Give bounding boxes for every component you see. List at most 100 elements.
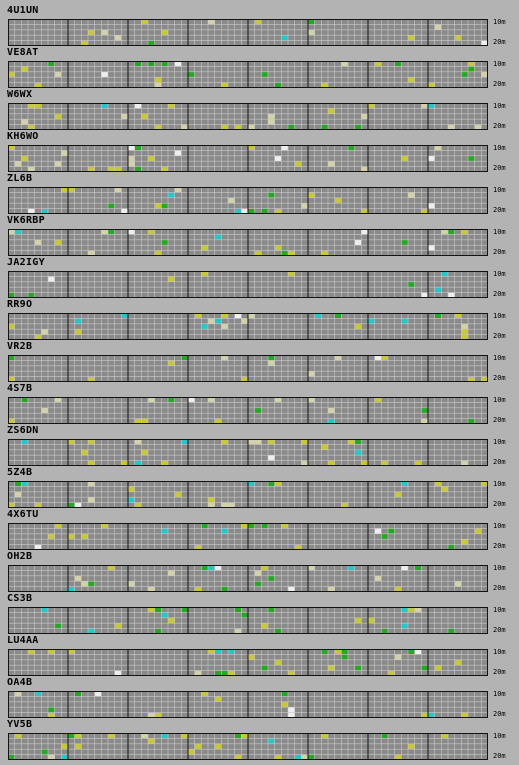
signal-cell [88, 481, 95, 487]
signal-cell [394, 586, 402, 592]
signal-cell [468, 155, 475, 162]
signal-cell [401, 607, 408, 613]
signal-cell [134, 145, 142, 151]
signal-cell [341, 502, 348, 508]
signal-cell [128, 486, 135, 492]
signal-cell [81, 40, 88, 46]
signal-cell [314, 313, 322, 319]
signal-cell [8, 502, 15, 508]
signal-cell [461, 334, 468, 340]
signal-cell [481, 71, 488, 78]
band-label-20m: 20m [493, 80, 506, 88]
station-row: KH6WO 10m 20m [0, 130, 519, 172]
signal-cell [328, 161, 335, 167]
signal-cell [241, 208, 248, 214]
signal-cell [441, 486, 448, 492]
band-label-20m: 20m [493, 206, 506, 214]
signal-cell [8, 292, 15, 298]
signal-cell [74, 318, 82, 324]
signal-cell [141, 418, 148, 424]
signal-cell [414, 649, 422, 655]
signal-cell [214, 670, 222, 676]
signal-cell [148, 586, 155, 592]
signal-cell [168, 360, 175, 366]
signal-cell [128, 229, 135, 235]
signal-cell [181, 439, 188, 445]
station-row: ZL6B 10m 20m [0, 172, 519, 214]
signal-cell [321, 82, 328, 88]
signal-cell [201, 691, 208, 697]
signal-cell [161, 166, 168, 172]
signal-cell [134, 103, 142, 109]
signal-cell [148, 397, 155, 403]
signal-cell [221, 528, 228, 534]
signal-cell [174, 187, 182, 193]
signal-cell [321, 124, 328, 130]
signal-cell [281, 523, 288, 529]
signal-cell [101, 103, 108, 109]
signal-cell [54, 623, 62, 629]
station-row: VK6RBP 10m 20m [0, 214, 519, 256]
signal-cell [401, 318, 408, 324]
signal-cell [8, 754, 15, 760]
signal-cell [441, 733, 448, 739]
signal-cell [381, 533, 388, 540]
signal-cell [461, 460, 468, 466]
signal-cell [21, 66, 28, 72]
signal-cell [28, 124, 35, 130]
signal-cell [201, 565, 208, 571]
signal-cell [248, 523, 255, 529]
signal-cell [101, 229, 108, 235]
signal-cell [8, 376, 15, 382]
station-callsign: KH6WO [7, 131, 39, 142]
signal-cell [181, 355, 188, 361]
signal-cell [241, 612, 248, 618]
propagation-grid [8, 397, 488, 424]
signal-cell [161, 733, 168, 739]
signal-cell [261, 565, 268, 571]
signal-cell [154, 250, 162, 256]
grid-border [8, 565, 488, 592]
signal-cell [28, 166, 35, 172]
station-callsign: 4X6TU [7, 509, 39, 520]
signal-cell [108, 166, 115, 172]
signal-cell [21, 155, 28, 162]
grid-border [8, 103, 488, 130]
propagation-grid [8, 691, 488, 718]
grid-border [8, 691, 488, 718]
signal-cell [154, 124, 162, 130]
signal-cell [374, 355, 382, 361]
signal-cell [214, 318, 222, 324]
signal-cell [368, 617, 375, 624]
signal-cell [354, 449, 362, 456]
band-label-10m: 10m [493, 396, 506, 404]
signal-cell [421, 712, 428, 718]
signal-cell [114, 670, 122, 676]
signal-cell [461, 71, 468, 78]
signal-cell [388, 528, 395, 534]
signal-cell [214, 565, 222, 571]
signal-cell [88, 497, 95, 503]
signal-cell [234, 733, 242, 739]
band-label-20m: 20m [493, 542, 506, 550]
signal-cell [81, 581, 88, 587]
signal-cell [428, 82, 435, 88]
signal-cell [274, 155, 282, 162]
signal-cell [268, 455, 275, 461]
station-callsign: RR9O [7, 299, 33, 310]
signal-cell [168, 570, 175, 576]
signal-cell [161, 460, 168, 466]
signal-cell [181, 733, 188, 739]
signal-cell [148, 229, 155, 235]
signal-cell [228, 649, 235, 655]
signal-cell [401, 239, 408, 246]
band-label-20m: 20m [493, 500, 506, 508]
signal-cell [394, 61, 402, 67]
signal-cell [374, 575, 382, 582]
band-label-10m: 10m [493, 312, 506, 320]
band-label-20m: 20m [493, 416, 506, 424]
signal-cell [274, 245, 282, 251]
signal-cell [221, 355, 228, 361]
station-row: 4U1UN 10m 20m [0, 4, 519, 46]
signal-cell [88, 439, 95, 445]
